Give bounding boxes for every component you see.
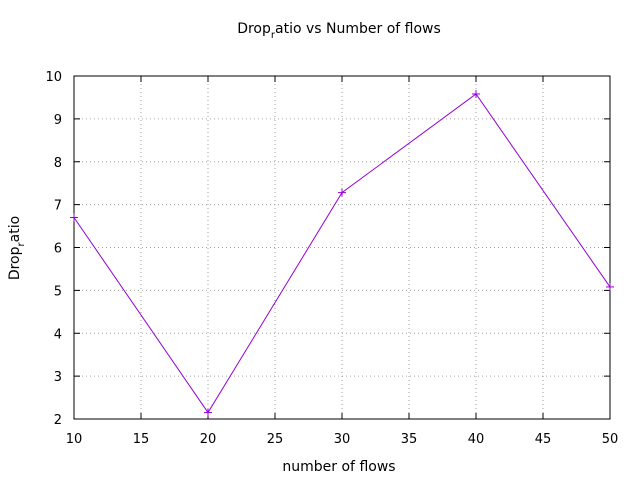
y-tick-label: 9 [54, 113, 62, 128]
data-point [204, 408, 212, 417]
x-tick-label: 35 [401, 432, 418, 447]
series [70, 90, 614, 417]
y-tick-label: 3 [54, 370, 62, 385]
grid [74, 76, 610, 419]
y-tick-label: 7 [54, 199, 62, 214]
data-point [472, 90, 480, 99]
y-tick-label: 8 [54, 156, 62, 171]
x-tick-label: 20 [200, 432, 217, 447]
y-tick-label: 10 [45, 70, 62, 85]
x-tick-label: 25 [267, 432, 284, 447]
x-tick-label: 30 [334, 432, 351, 447]
y-tick-label: 2 [54, 413, 62, 428]
x-tick-label: 15 [133, 432, 150, 447]
x-axis-label: number of flows [282, 459, 395, 475]
x-tick-label: 10 [66, 432, 83, 447]
x-tick-label: 40 [468, 432, 485, 447]
data-point [70, 213, 78, 222]
y-tick-label: 5 [54, 284, 62, 299]
y-tick-label: 4 [54, 327, 62, 342]
chart-title: Dropratio vs Number of flows [237, 21, 441, 41]
y-axis-label: Dropratio [7, 216, 27, 280]
x-tick-label: 45 [535, 432, 552, 447]
y-tick-label: 6 [54, 242, 62, 257]
data-point [338, 188, 346, 197]
x-tick-label: 50 [602, 432, 619, 447]
data-point [606, 282, 614, 291]
